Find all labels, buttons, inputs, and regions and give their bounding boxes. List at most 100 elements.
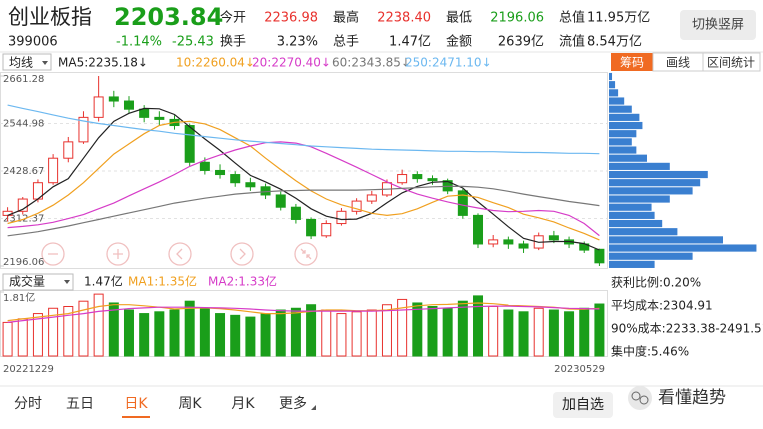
stat-label: 今开 bbox=[220, 10, 246, 26]
tab-active[interactable] bbox=[611, 53, 653, 71]
candle-body bbox=[336, 210, 347, 225]
volume-bar bbox=[169, 309, 180, 357]
chip-bar bbox=[609, 138, 632, 146]
stat-value: 2196.06 bbox=[490, 11, 544, 26]
x-tick-label: 20230529 bbox=[554, 364, 605, 375]
candle-body bbox=[473, 214, 484, 245]
candle-body bbox=[306, 218, 317, 237]
bottom-tab[interactable]: 五日 bbox=[66, 396, 94, 412]
volume-bar bbox=[93, 293, 104, 357]
volume-bar bbox=[63, 305, 74, 357]
volume-bar bbox=[336, 313, 347, 357]
volume-bar bbox=[78, 300, 89, 357]
legend-entry: 10:2260.04↓ bbox=[176, 56, 255, 70]
bottom-tab[interactable]: 分时 bbox=[14, 396, 42, 412]
bottom-tab[interactable]: 月K bbox=[231, 396, 255, 412]
chip-bar bbox=[609, 89, 619, 97]
volume-bar bbox=[260, 313, 271, 357]
chip-stat: 90%成本:2233.38-2491.51 bbox=[611, 322, 763, 336]
ma-select[interactable] bbox=[2, 53, 52, 71]
volume-bar bbox=[473, 295, 484, 357]
stat-value: 11.95万亿 bbox=[587, 11, 650, 26]
volume-value: 1.47亿 bbox=[84, 274, 123, 289]
ma-line bbox=[7, 104, 600, 155]
tab-label[interactable]: 筹码 bbox=[620, 56, 644, 70]
chip-stat: 平均成本:2304.91 bbox=[611, 299, 713, 313]
volume-bar bbox=[412, 302, 423, 357]
rotate-button[interactable] bbox=[680, 10, 756, 40]
legend-entry: MA5:2235.18↓ bbox=[58, 56, 148, 70]
ma-line bbox=[7, 305, 600, 323]
stat-label: 最高 bbox=[333, 10, 359, 26]
stat-value: 2639亿 bbox=[498, 35, 544, 50]
stat-label: 金额 bbox=[446, 34, 472, 50]
volume-frame bbox=[0, 290, 608, 357]
candle-body bbox=[366, 194, 377, 202]
ma-select-label[interactable]: 均线 bbox=[9, 56, 33, 70]
ma-line bbox=[7, 185, 600, 237]
chip-bar bbox=[609, 81, 616, 89]
change: -25.43 bbox=[172, 35, 214, 50]
tab[interactable] bbox=[702, 52, 761, 72]
bottom-tab[interactable]: 日K bbox=[124, 396, 148, 412]
watermark-logo bbox=[639, 395, 649, 405]
x-tick-label: 20221229 bbox=[3, 364, 54, 375]
candle-body bbox=[412, 174, 423, 180]
candle-body bbox=[199, 161, 210, 171]
chip-bar bbox=[609, 236, 723, 244]
legend-entry: 60:2343.85↓ bbox=[332, 56, 411, 70]
chip-bar bbox=[609, 195, 670, 203]
legend-entry: MA1:1.35亿 bbox=[128, 274, 197, 289]
candle-body bbox=[548, 235, 559, 241]
candle-body bbox=[48, 157, 59, 184]
volume-bar bbox=[184, 300, 195, 357]
volume-bar bbox=[579, 307, 590, 357]
candle-body bbox=[184, 125, 195, 163]
volume-bar bbox=[230, 314, 241, 357]
candle-body bbox=[230, 174, 241, 184]
chip-bar bbox=[609, 154, 647, 162]
move-right-icon bbox=[239, 248, 246, 260]
stat-label: 流值 bbox=[559, 34, 585, 50]
candle-body bbox=[488, 239, 499, 245]
move-right[interactable] bbox=[230, 242, 254, 266]
y-tick-label: 2196.06 bbox=[3, 257, 44, 268]
candle-body bbox=[154, 116, 165, 120]
bottom-tab[interactable]: 周K bbox=[178, 396, 202, 412]
watermark: 看懂趋势 bbox=[658, 388, 726, 408]
add-button[interactable] bbox=[553, 392, 613, 418]
chip-bar bbox=[609, 130, 637, 138]
chip-bar bbox=[609, 105, 632, 113]
legend-entry: 250:2471.10↓ bbox=[405, 56, 492, 70]
stat-label: 最低 bbox=[446, 11, 472, 26]
bottom-tab[interactable]: 更多 bbox=[279, 395, 307, 412]
stat-value: 8.54万亿 bbox=[587, 35, 642, 50]
rotate-button-label[interactable]: 切换竖屏 bbox=[692, 18, 744, 33]
volume-select[interactable] bbox=[2, 273, 74, 291]
candle-body bbox=[123, 100, 134, 110]
legend-entry: 20:2270.40↓ bbox=[252, 56, 331, 70]
legend-entry: MA2:1.33亿 bbox=[208, 274, 277, 289]
volume-bar bbox=[518, 311, 529, 357]
add-button-label[interactable]: 加自选 bbox=[562, 397, 604, 413]
ma-line bbox=[7, 302, 600, 322]
index-price: 2203.84 bbox=[114, 3, 223, 31]
chip-bar bbox=[609, 121, 643, 130]
tab-label[interactable]: 区间统计 bbox=[707, 56, 755, 70]
stat-label: 总值 bbox=[559, 10, 585, 26]
volume-select-label[interactable]: 成交量 bbox=[9, 274, 45, 289]
stat-value: 2238.40 bbox=[377, 11, 431, 26]
chip-bar bbox=[609, 187, 693, 195]
collapse[interactable] bbox=[294, 242, 318, 266]
candle-body bbox=[215, 169, 226, 176]
chip-bar bbox=[609, 97, 625, 105]
change-pct: -1.14% bbox=[116, 35, 162, 50]
chip-bar bbox=[609, 179, 701, 187]
tab-label[interactable]: 画线 bbox=[666, 56, 690, 70]
volume-bar bbox=[366, 309, 377, 357]
move-left[interactable] bbox=[168, 242, 192, 266]
dropdown-icon bbox=[42, 61, 48, 65]
candle-body bbox=[503, 239, 514, 245]
volume-bar bbox=[442, 307, 453, 357]
